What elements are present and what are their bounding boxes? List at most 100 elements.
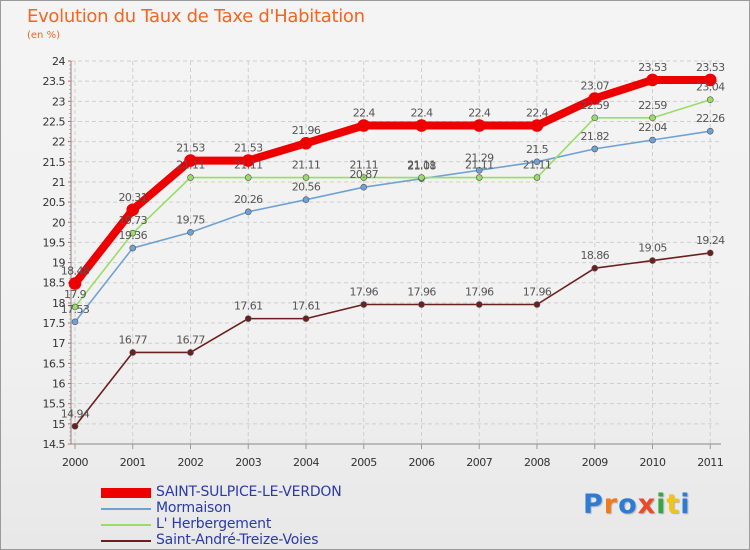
data-label: 17.96 [350,286,379,299]
series-point-3 [533,301,541,308]
series-point-0 [241,154,255,167]
series-point-0 [646,73,659,87]
data-label: 18.86 [581,249,610,262]
series-point-2 [129,229,137,237]
series-point-2 [591,114,599,122]
series-point-1 [302,196,310,203]
x-tick-label: 2001 [120,456,146,469]
x-tick-label: 2006 [409,456,435,469]
data-label: 21.11 [176,159,205,172]
data-label: 17.61 [234,300,263,313]
series-point-0 [357,119,371,132]
y-tick-label: 20.5 [43,196,66,209]
series-point-2 [533,174,541,181]
legend-label: Mormaison [156,500,232,516]
series-point-2 [71,303,79,311]
series-point-3 [649,257,656,264]
series-point-2 [649,114,656,122]
series-point-3 [129,349,137,356]
legend-item: Mormaison [101,500,421,517]
y-tick-label: 20 [52,216,65,229]
series-point-0 [530,119,544,132]
legend-item: SAINT-SULPICE-LE-VERDON [101,484,421,501]
data-label: 21.53 [176,142,205,155]
series-line-0 [71,75,715,288]
series-point-2 [475,174,483,181]
legend-swatch [101,524,151,526]
series-point-1 [244,208,252,216]
series-point-2 [360,174,368,181]
data-label: 16.77 [176,333,205,346]
series-point-3 [418,301,425,308]
data-label: 20.56 [292,181,321,194]
series-point-1 [591,145,599,153]
series-point-0 [126,203,140,217]
data-label: 17.96 [465,286,494,299]
y-tick-label: 17.5 [43,317,66,330]
data-label: 21.11 [234,159,263,172]
series-point-3 [302,315,310,322]
x-tick-label: 2011 [697,456,723,469]
data-label: 23.04 [696,81,725,94]
x-tick-label: 2004 [293,456,319,469]
series-point-0 [68,277,82,290]
series-point-0 [184,154,197,167]
data-label: 17.96 [407,286,436,299]
series-point-3 [187,349,194,356]
x-tick-label: 2002 [178,456,204,469]
series-point-2 [244,174,252,181]
data-label: 17.96 [523,286,552,299]
data-label: 21.11 [465,159,494,172]
data-label: 21.53 [234,142,263,155]
data-label: 23.53 [696,61,725,74]
series-point-1 [533,158,541,166]
data-label: 20.87 [350,168,379,181]
data-label: 19.75 [176,213,205,226]
data-label: 19.36 [119,229,148,242]
legend-swatch [101,488,151,498]
data-label: 21.11 [350,159,379,172]
data-label: 17.61 [292,300,321,313]
y-tick-label: 18 [52,297,65,310]
data-label: 22.04 [638,121,667,134]
data-label: 21.29 [465,151,494,164]
legend-swatch [101,540,151,542]
x-tick-label: 2008 [524,456,550,469]
legend-item: L' Herbergement [101,516,421,533]
series-point-2 [418,174,425,181]
series-point-0 [588,92,602,105]
series-point-0 [703,73,717,87]
y-tick-label: 14.5 [43,438,66,451]
legend-swatch [101,508,151,510]
y-tick-label: 23.5 [43,75,66,88]
x-tick-label: 2007 [466,456,492,469]
chart-title: Evolution du Taux de Taxe d'Habitation [27,6,365,27]
proxiti-logo: Proxiti [583,489,691,520]
series-point-1 [649,136,656,144]
legend-item: Saint-André-Treize-Voies [101,532,421,549]
series-point-2 [706,96,714,104]
data-label: 21.11 [407,159,436,172]
y-tick-label: 15.5 [43,398,66,411]
legend-label: SAINT-SULPICE-LE-VERDON [156,484,342,500]
y-tick-label: 16 [52,378,65,391]
data-label: 22.59 [581,99,610,112]
series-point-3 [360,301,368,308]
y-tick-label: 19.5 [43,236,66,249]
data-label: 21.82 [581,130,610,143]
data-label: 21.5 [526,143,549,156]
series-point-3 [475,301,483,308]
y-tick-label: 22.5 [43,115,66,128]
x-tick-label: 2010 [640,456,666,469]
data-label: 14.94 [61,407,90,420]
chart-subtitle: (en %) [27,30,60,41]
x-tick-label: 2003 [235,456,261,469]
data-label: 18.48 [61,265,90,278]
data-label: 17.9 [64,288,87,301]
y-tick-label: 15 [52,418,65,431]
series-point-1 [187,229,194,236]
legend-label: Saint-André-Treize-Voies [156,532,319,548]
y-tick-label: 22 [52,136,65,149]
data-label: 22.59 [638,99,667,112]
